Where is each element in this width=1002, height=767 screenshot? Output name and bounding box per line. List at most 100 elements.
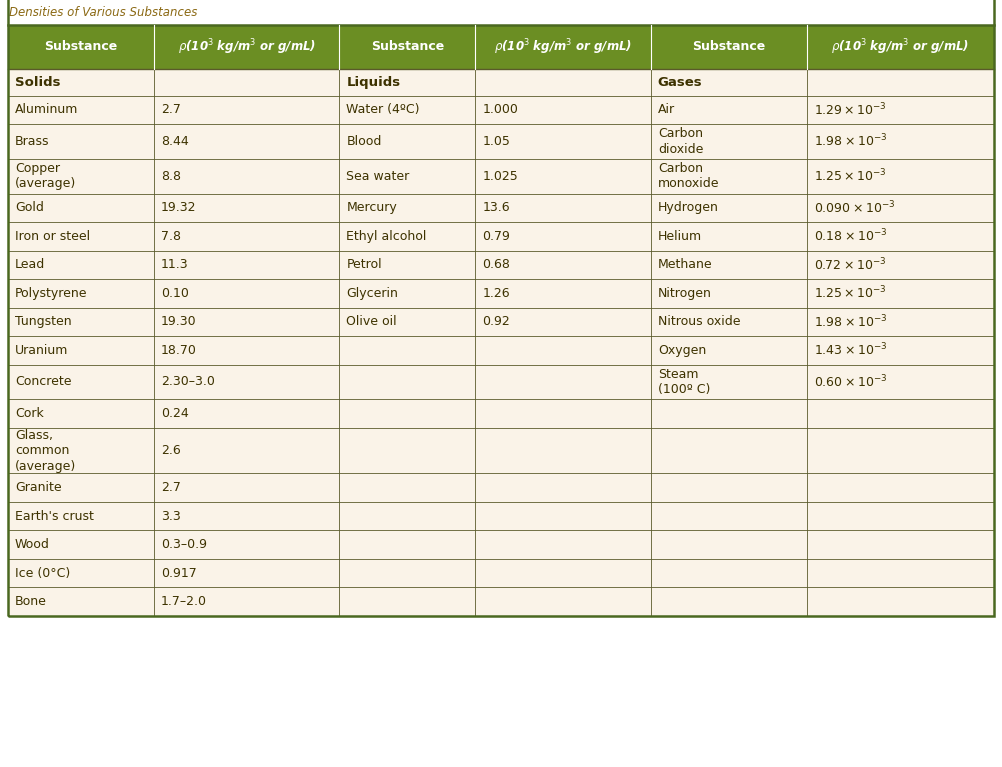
Text: $1.98\times10^{-3}$: $1.98\times10^{-3}$ (814, 314, 887, 330)
Text: 1.000: 1.000 (482, 104, 518, 117)
Text: 1.7–2.0: 1.7–2.0 (161, 595, 207, 608)
Bar (8, 251, 994, 279)
Text: 0.92: 0.92 (482, 315, 510, 328)
Text: 0.917: 0.917 (161, 567, 196, 580)
Text: Ice (0°C): Ice (0°C) (15, 567, 70, 580)
Bar (8, 588, 994, 616)
Text: Wood: Wood (15, 538, 50, 551)
Text: 2.7: 2.7 (161, 481, 180, 494)
Text: Liquids: Liquids (347, 76, 401, 89)
Text: $1.25\times10^{-3}$: $1.25\times10^{-3}$ (814, 285, 887, 301)
Text: 0.10: 0.10 (161, 287, 188, 300)
Bar (8, 473, 994, 502)
Text: Gases: Gases (658, 76, 702, 89)
Bar (8, 279, 994, 308)
Text: Methane: Methane (658, 258, 712, 272)
Text: Iron or steel: Iron or steel (15, 230, 90, 243)
Text: Bone: Bone (15, 595, 47, 608)
Text: Cork: Cork (15, 407, 44, 420)
Bar (8, 69, 994, 96)
Text: Oxygen: Oxygen (658, 344, 706, 357)
Bar (8, 428, 994, 473)
Text: Tungsten: Tungsten (15, 315, 71, 328)
Text: Carbon
dioxide: Carbon dioxide (658, 127, 703, 156)
Text: 2.30–3.0: 2.30–3.0 (161, 375, 214, 388)
Text: 19.30: 19.30 (161, 315, 196, 328)
Text: $0.72\times10^{-3}$: $0.72\times10^{-3}$ (814, 256, 886, 273)
Bar (8, 193, 994, 222)
Text: $1.25\times10^{-3}$: $1.25\times10^{-3}$ (814, 168, 887, 184)
Bar (8, 96, 994, 124)
Text: Olive oil: Olive oil (347, 315, 397, 328)
Text: $1.43\times10^{-3}$: $1.43\times10^{-3}$ (814, 342, 887, 359)
Text: Solids: Solids (15, 76, 60, 89)
Text: 7.8: 7.8 (161, 230, 181, 243)
Bar (8, 308, 994, 336)
Text: 3.3: 3.3 (161, 509, 180, 522)
Text: Granite: Granite (15, 481, 62, 494)
Text: 0.24: 0.24 (161, 407, 188, 420)
Text: 8.8: 8.8 (161, 170, 181, 183)
Bar (8, 559, 994, 588)
Bar (8, 222, 994, 251)
Text: 2.7: 2.7 (161, 104, 180, 117)
Text: Glass,
common
(average): Glass, common (average) (15, 429, 76, 472)
Text: Air: Air (658, 104, 675, 117)
Text: Substance: Substance (44, 41, 117, 54)
Bar (8, 400, 994, 428)
Text: Substance: Substance (371, 41, 444, 54)
Text: Blood: Blood (347, 135, 382, 148)
Text: Nitrogen: Nitrogen (658, 287, 711, 300)
Text: Aluminum: Aluminum (15, 104, 78, 117)
Text: $\rho$(10$^3$ kg/m$^3$ or g/mL): $\rho$(10$^3$ kg/m$^3$ or g/mL) (177, 38, 316, 57)
Text: Water (4ºC): Water (4ºC) (347, 104, 420, 117)
Bar (8, 25, 994, 69)
Text: 0.68: 0.68 (482, 258, 510, 272)
Text: $1.29\times10^{-3}$: $1.29\times10^{-3}$ (814, 101, 886, 118)
Text: Densities of Various Substances: Densities of Various Substances (9, 6, 197, 19)
Text: $\rho$(10$^3$ kg/m$^3$ or g/mL): $\rho$(10$^3$ kg/m$^3$ or g/mL) (832, 38, 969, 57)
Text: 1.05: 1.05 (482, 135, 510, 148)
Text: Uranium: Uranium (15, 344, 68, 357)
Text: 11.3: 11.3 (161, 258, 188, 272)
Text: 0.79: 0.79 (482, 230, 510, 243)
Text: Nitrous oxide: Nitrous oxide (658, 315, 740, 328)
Text: $0.60\times10^{-3}$: $0.60\times10^{-3}$ (814, 374, 887, 390)
Text: 0.3–0.9: 0.3–0.9 (161, 538, 207, 551)
Bar (8, 336, 994, 364)
Bar (8, 531, 994, 559)
Bar (8, 124, 994, 159)
Text: Polystyrene: Polystyrene (15, 287, 87, 300)
Text: Lead: Lead (15, 258, 45, 272)
Text: Gold: Gold (15, 201, 44, 214)
Text: 1.025: 1.025 (482, 170, 518, 183)
Text: Mercury: Mercury (347, 201, 397, 214)
Bar (8, 159, 994, 193)
Bar (8, 0, 994, 616)
Text: 1.26: 1.26 (482, 287, 510, 300)
Text: Petrol: Petrol (347, 258, 382, 272)
Text: Carbon
monoxide: Carbon monoxide (658, 162, 719, 190)
Text: Hydrogen: Hydrogen (658, 201, 718, 214)
Text: $0.18\times10^{-3}$: $0.18\times10^{-3}$ (814, 228, 887, 245)
Text: 13.6: 13.6 (482, 201, 510, 214)
Bar (8, 364, 994, 400)
Text: 19.32: 19.32 (161, 201, 196, 214)
Text: Ethyl alcohol: Ethyl alcohol (347, 230, 427, 243)
Text: Earth's crust: Earth's crust (15, 509, 94, 522)
Text: $1.98\times10^{-3}$: $1.98\times10^{-3}$ (814, 133, 887, 150)
Text: Sea water: Sea water (347, 170, 410, 183)
Text: Brass: Brass (15, 135, 49, 148)
Text: 8.44: 8.44 (161, 135, 188, 148)
Bar (8, 502, 994, 531)
Text: $\rho$(10$^3$ kg/m$^3$ or g/mL): $\rho$(10$^3$ kg/m$^3$ or g/mL) (494, 38, 632, 57)
Text: Substance: Substance (692, 41, 766, 54)
Text: 18.70: 18.70 (161, 344, 196, 357)
Text: Concrete: Concrete (15, 375, 71, 388)
Text: $0.090\times10^{-3}$: $0.090\times10^{-3}$ (814, 199, 895, 216)
Text: Copper
(average): Copper (average) (15, 162, 76, 190)
Text: Glycerin: Glycerin (347, 287, 398, 300)
Text: 2.6: 2.6 (161, 444, 180, 457)
Text: Helium: Helium (658, 230, 702, 243)
Text: Steam
(100º C): Steam (100º C) (658, 367, 710, 397)
